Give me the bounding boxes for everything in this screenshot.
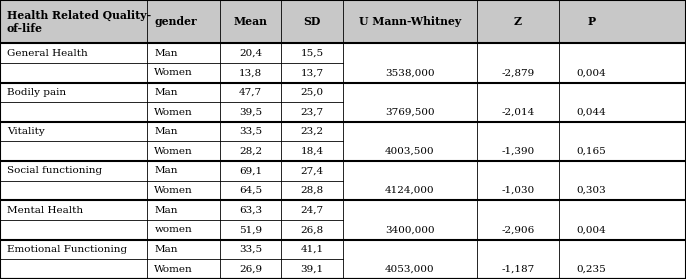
Text: 18,4: 18,4 (300, 147, 324, 156)
Text: 51,9: 51,9 (239, 225, 262, 234)
Text: General Health: General Health (7, 49, 88, 57)
Text: Women: Women (154, 107, 193, 117)
Text: -2,014: -2,014 (501, 107, 534, 117)
Text: Health Related Quality-
of-life: Health Related Quality- of-life (7, 10, 151, 33)
Text: 69,1: 69,1 (239, 167, 262, 175)
Text: 4053,000: 4053,000 (385, 265, 435, 274)
Text: Z: Z (514, 16, 522, 27)
Text: 3400,000: 3400,000 (385, 225, 435, 234)
Text: 41,1: 41,1 (300, 245, 324, 254)
Text: Mental Health: Mental Health (7, 206, 83, 215)
Text: 0,044: 0,044 (577, 107, 606, 117)
Text: women: women (154, 225, 192, 234)
Text: U Mann-Whitney: U Mann-Whitney (359, 16, 461, 27)
Text: 33,5: 33,5 (239, 245, 262, 254)
Text: 26,8: 26,8 (300, 225, 324, 234)
Text: 0,004: 0,004 (577, 225, 606, 234)
Text: Man: Man (154, 88, 178, 97)
Text: Man: Man (154, 49, 178, 57)
Text: 47,7: 47,7 (239, 88, 262, 97)
Text: Social functioning: Social functioning (7, 167, 102, 175)
Text: 23,2: 23,2 (300, 127, 324, 136)
Text: Man: Man (154, 206, 178, 215)
Text: Vitality: Vitality (7, 127, 45, 136)
Text: 0,004: 0,004 (577, 68, 606, 77)
Text: -1,030: -1,030 (501, 186, 534, 195)
Text: 33,5: 33,5 (239, 127, 262, 136)
Text: 39,1: 39,1 (300, 265, 324, 274)
Text: 13,8: 13,8 (239, 68, 262, 77)
Text: SD: SD (303, 16, 321, 27)
Text: Bodily pain: Bodily pain (7, 88, 66, 97)
Text: 28,8: 28,8 (300, 186, 324, 195)
Text: Women: Women (154, 68, 193, 77)
Text: 63,3: 63,3 (239, 206, 262, 215)
Text: 25,0: 25,0 (300, 88, 324, 97)
Text: 3769,500: 3769,500 (385, 107, 435, 117)
Text: Mean: Mean (233, 16, 268, 27)
Text: 4003,500: 4003,500 (385, 147, 435, 156)
Text: 24,7: 24,7 (300, 206, 324, 215)
Bar (0, 0, 686, 43)
Text: 15,5: 15,5 (300, 49, 324, 57)
Text: P: P (588, 16, 595, 27)
Text: -1,390: -1,390 (501, 147, 534, 156)
Text: 23,7: 23,7 (300, 107, 324, 117)
Text: 28,2: 28,2 (239, 147, 262, 156)
Text: 0,235: 0,235 (577, 265, 606, 274)
Text: 0,165: 0,165 (577, 147, 606, 156)
Text: 4124,000: 4124,000 (385, 186, 435, 195)
Text: 13,7: 13,7 (300, 68, 324, 77)
Text: -2,879: -2,879 (501, 68, 534, 77)
Text: Women: Women (154, 147, 193, 156)
Text: gender: gender (154, 16, 197, 27)
Text: Man: Man (154, 245, 178, 254)
Text: 39,5: 39,5 (239, 107, 262, 117)
Text: Women: Women (154, 265, 193, 274)
Text: Women: Women (154, 186, 193, 195)
Text: -1,187: -1,187 (501, 265, 534, 274)
Text: Emotional Functioning: Emotional Functioning (7, 245, 127, 254)
Text: Man: Man (154, 167, 178, 175)
Text: 64,5: 64,5 (239, 186, 262, 195)
Text: 27,4: 27,4 (300, 167, 324, 175)
Text: Man: Man (154, 127, 178, 136)
Text: 0,303: 0,303 (577, 186, 606, 195)
Text: 26,9: 26,9 (239, 265, 262, 274)
Text: 3538,000: 3538,000 (385, 68, 435, 77)
Text: -2,906: -2,906 (501, 225, 534, 234)
Text: 20,4: 20,4 (239, 49, 262, 57)
